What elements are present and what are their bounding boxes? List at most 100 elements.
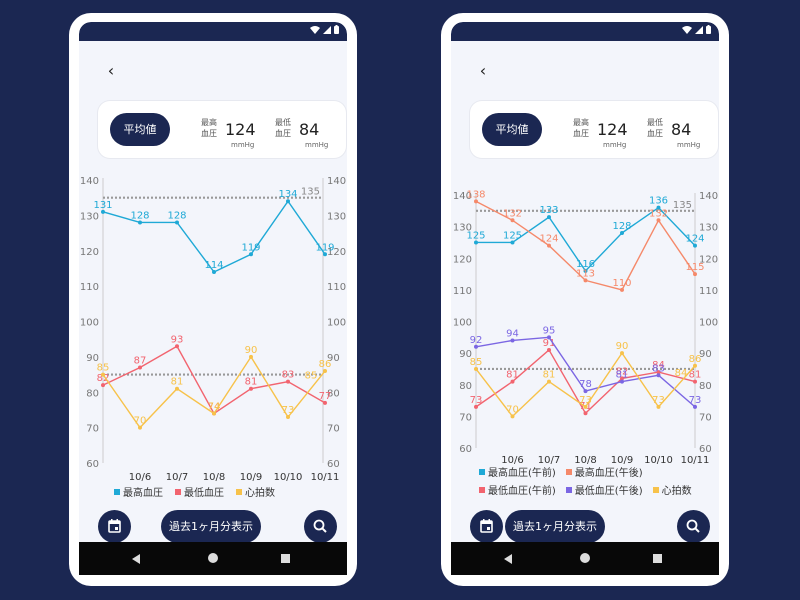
y-tick-label-left: 60 [86,459,99,470]
screen: ‹ 平均値 最高 血圧 124 mmHg 最低 血圧 84 mmHg 140 140 1… [451,22,719,575]
search-icon [686,519,700,533]
legend-row-2: 最低血圧(午前) 最低血圧(午後) 心拍数 [479,482,692,497]
data-point [286,379,290,384]
calendar-button[interactable] [98,510,131,543]
search-button[interactable] [677,510,710,543]
nav-back-icon[interactable] [132,554,140,564]
diastolic-value: 84 [299,120,320,139]
data-label: 114 [204,260,223,271]
data-label: 73 [652,395,665,406]
y-tick-label-left: 80 [86,388,99,399]
data-point [693,272,697,277]
legend-item: 最高血圧 [123,488,163,499]
data-point [547,347,551,352]
data-point [175,386,179,391]
data-label: 86 [319,359,332,370]
x-tick-label: 10/11 [681,455,710,466]
y-tick-label-right: 100 [327,318,346,329]
data-point [138,425,142,430]
data-label: 133 [539,205,558,216]
systolic-value: 124 [225,120,256,139]
data-label: 119 [241,242,260,253]
nav-home-icon[interactable] [208,553,218,563]
data-point [323,252,327,257]
data-point [474,240,478,245]
data-label: 85 [470,357,483,368]
y-tick-label-left: 60 [459,444,472,455]
data-label: 110 [612,278,631,289]
data-point [474,344,478,349]
data-point [323,400,327,405]
legend-marker [565,486,572,493]
data-label: 85 [305,371,318,382]
data-point [656,373,661,378]
data-point [620,230,624,235]
chevron-left-icon: ‹ [107,61,115,80]
data-point [547,215,551,220]
data-label: 128 [612,221,631,232]
data-label: 124 [685,234,704,245]
legend-item: 最低血圧 [184,488,224,499]
data-label: 115 [685,262,704,273]
data-point [510,414,515,419]
data-point [620,379,624,384]
systolic-unit: mmHg [603,141,627,149]
x-tick-label: 10/7 [538,455,560,466]
data-label: 95 [543,325,556,336]
systolic-unit: mmHg [231,141,255,149]
average-button[interactable]: 平均値 [110,113,170,146]
data-point [510,379,515,384]
data-point [583,411,588,416]
y-tick-label-right: 110 [327,282,346,293]
systolic-label: 最高 血圧 [573,118,589,138]
data-label: 73 [470,395,483,406]
data-label: 93 [171,334,184,345]
legend-item: 最低血圧(午前) [488,486,556,497]
data-label: 70 [134,416,147,427]
data-label: 83 [652,363,665,374]
data-point [693,363,697,368]
data-label: 128 [167,210,186,221]
nav-recent-icon[interactable] [653,554,662,563]
data-point [323,369,327,374]
legend-item: 心拍数 [661,486,692,497]
data-point [286,199,290,204]
legend: 最高血圧 最低血圧 心拍数 [114,484,275,499]
average-button[interactable]: 平均値 [482,113,542,146]
y-tick-label-left: 100 [453,318,472,329]
data-point [249,252,253,257]
x-tick-label: 10/10 [274,472,303,483]
nav-recent-icon[interactable] [281,554,290,563]
data-label: 94 [506,328,519,339]
calendar-button[interactable] [470,510,503,543]
android-navbar [451,542,719,575]
y-tick-label-right: 140 [327,176,346,187]
back-button[interactable]: ‹ [99,60,123,84]
legend-item: 最低血圧(午後) [574,486,643,497]
data-label: 136 [649,196,668,207]
past-month-button[interactable]: 過去1ヶ月分表示 [505,510,605,543]
data-label: 125 [466,230,485,241]
data-point [474,366,478,371]
data-label: 86 [689,354,702,365]
y-tick-label-left: 110 [80,282,99,293]
data-label: 92 [470,335,483,346]
data-point [656,218,661,223]
x-tick-label: 10/8 [574,455,596,466]
nav-home-icon[interactable] [580,553,590,563]
legend-row-1: 最高血圧(午前) 最高血圧(午後) [479,464,643,479]
past-month-button[interactable]: 過去1ヶ月分表示 [161,510,261,543]
y-tick-label-right: 90 [699,349,712,360]
x-tick-label: 10/8 [203,472,225,483]
x-tick-label: 10/7 [166,472,188,483]
nav-back-icon[interactable] [504,554,512,564]
chevron-left-icon: ‹ [479,61,487,80]
back-button[interactable]: ‹ [471,60,495,84]
y-tick-label-left: 80 [459,381,472,392]
y-tick-label-left: 140 [453,191,472,202]
search-button[interactable] [304,510,337,543]
wifi-icon [310,25,320,34]
calendar-icon [480,519,493,533]
data-label: 116 [576,259,595,270]
data-label: 81 [171,377,184,388]
